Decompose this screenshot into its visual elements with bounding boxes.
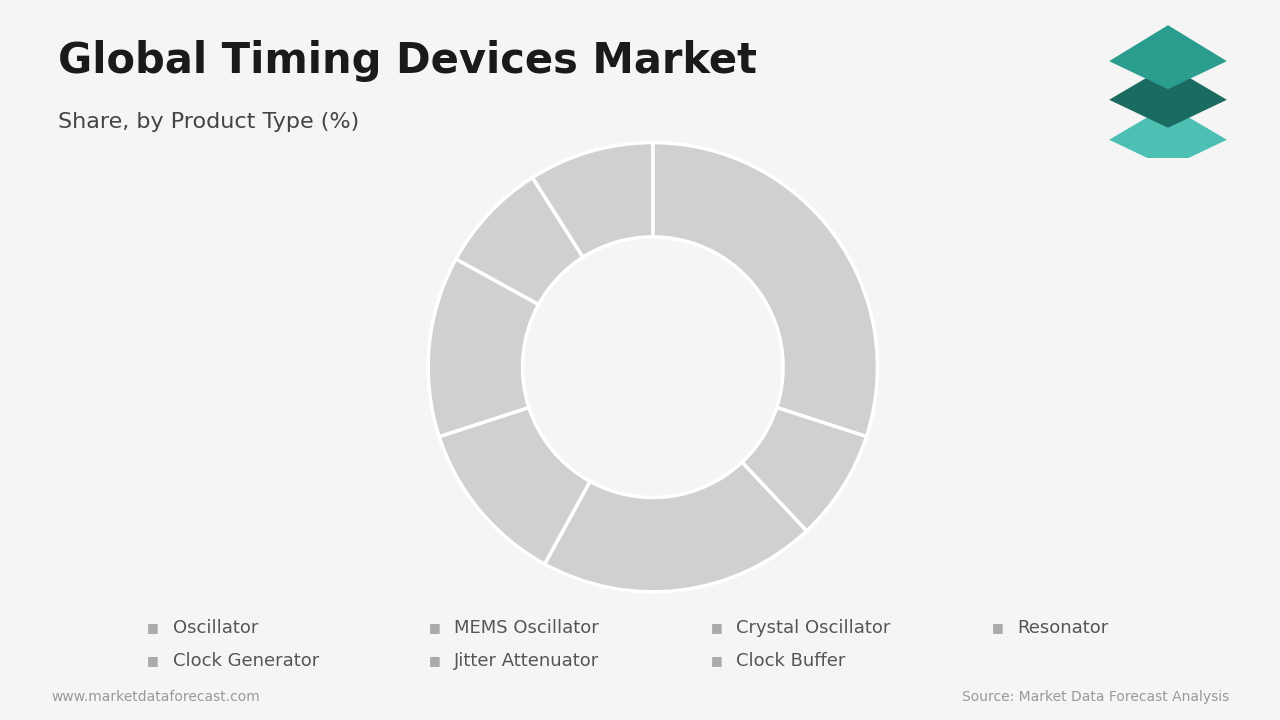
Text: Global Timing Devices Market: Global Timing Devices Market bbox=[58, 40, 756, 81]
Polygon shape bbox=[1110, 65, 1226, 127]
Wedge shape bbox=[653, 143, 877, 436]
Wedge shape bbox=[544, 462, 806, 592]
Polygon shape bbox=[1110, 25, 1226, 89]
Text: Clock Buffer: Clock Buffer bbox=[736, 652, 845, 670]
Text: ■: ■ bbox=[992, 621, 1004, 634]
Text: ■: ■ bbox=[710, 621, 722, 634]
Polygon shape bbox=[1110, 105, 1226, 168]
Wedge shape bbox=[532, 143, 653, 257]
Text: Crystal Oscillator: Crystal Oscillator bbox=[736, 618, 891, 636]
Text: Share, by Product Type (%): Share, by Product Type (%) bbox=[58, 112, 358, 132]
Text: ■: ■ bbox=[429, 621, 440, 634]
Wedge shape bbox=[429, 259, 539, 436]
Wedge shape bbox=[456, 178, 582, 305]
Wedge shape bbox=[742, 408, 867, 531]
Text: Source: Market Data Forecast Analysis: Source: Market Data Forecast Analysis bbox=[961, 690, 1229, 704]
Text: ■: ■ bbox=[710, 654, 722, 667]
Text: ■: ■ bbox=[147, 621, 159, 634]
Text: ■: ■ bbox=[429, 654, 440, 667]
Text: www.marketdataforecast.com: www.marketdataforecast.com bbox=[51, 690, 260, 704]
Text: ■: ■ bbox=[147, 654, 159, 667]
Wedge shape bbox=[439, 408, 590, 564]
Text: MEMS Oscillator: MEMS Oscillator bbox=[454, 618, 599, 636]
Text: Jitter Attenuator: Jitter Attenuator bbox=[454, 652, 599, 670]
Text: Resonator: Resonator bbox=[1018, 618, 1108, 636]
Text: Clock Generator: Clock Generator bbox=[173, 652, 319, 670]
Text: Oscillator: Oscillator bbox=[173, 618, 259, 636]
